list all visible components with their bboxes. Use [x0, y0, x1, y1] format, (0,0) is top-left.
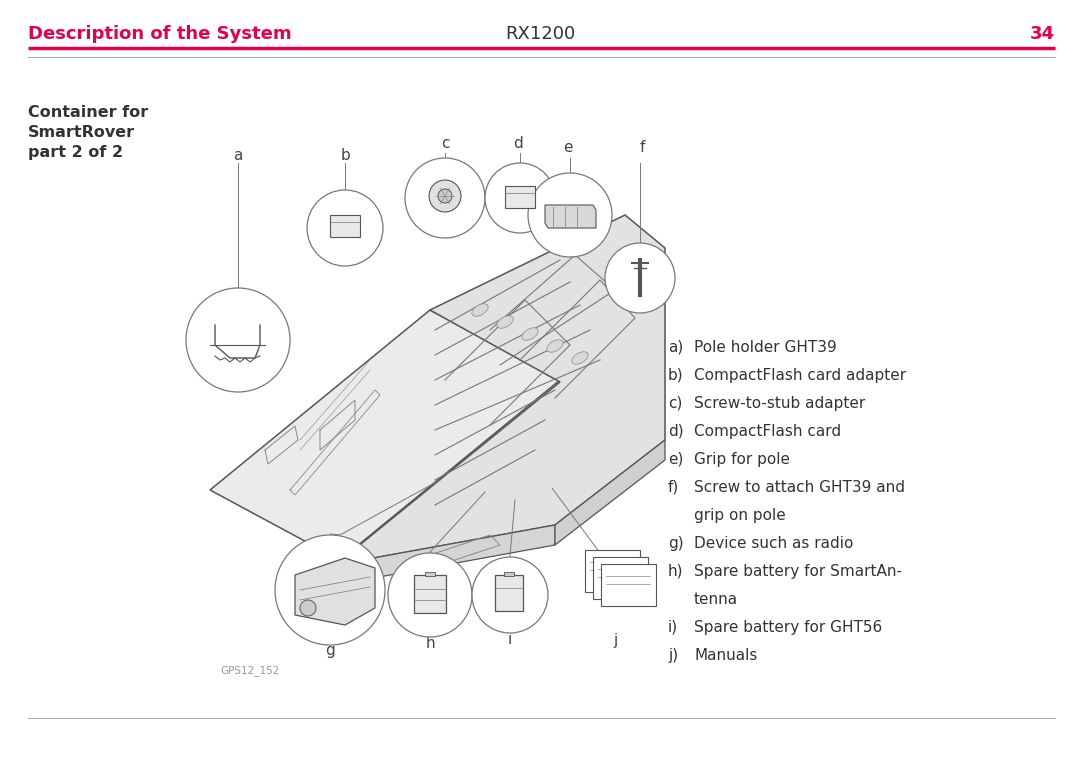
Text: g): g)	[669, 536, 684, 551]
Circle shape	[472, 557, 548, 633]
Ellipse shape	[546, 340, 563, 352]
Text: CompactFlash card adapter: CompactFlash card adapter	[694, 368, 906, 383]
Text: Device such as radio: Device such as radio	[694, 536, 853, 551]
Text: Screw to attach GHT39 and: Screw to attach GHT39 and	[694, 480, 905, 495]
Text: Description of the System: Description of the System	[28, 25, 292, 43]
Circle shape	[605, 243, 675, 313]
Text: SmartRover: SmartRover	[28, 125, 135, 140]
Text: CompactFlash card: CompactFlash card	[694, 424, 841, 439]
Ellipse shape	[497, 316, 513, 329]
Bar	[495, 575, 523, 611]
Text: j): j)	[669, 648, 678, 663]
Text: 34: 34	[1030, 25, 1055, 43]
Text: j: j	[612, 633, 617, 647]
Circle shape	[438, 189, 453, 203]
Text: h: h	[426, 636, 435, 650]
Text: c: c	[441, 136, 449, 150]
Text: i): i)	[669, 620, 678, 635]
Text: part 2 of 2: part 2 of 2	[28, 145, 123, 160]
Circle shape	[405, 158, 485, 238]
Circle shape	[485, 163, 555, 233]
Text: RX1200: RX1200	[504, 25, 576, 43]
Text: grip on pole: grip on pole	[694, 508, 786, 523]
Text: a: a	[233, 148, 243, 162]
Circle shape	[307, 190, 383, 266]
Bar	[504, 572, 514, 576]
Polygon shape	[295, 558, 375, 625]
Polygon shape	[335, 525, 555, 585]
Text: Spare battery for GHT56: Spare battery for GHT56	[694, 620, 882, 635]
Circle shape	[429, 180, 461, 212]
Text: tenna: tenna	[694, 592, 738, 607]
Text: Container for: Container for	[28, 105, 148, 120]
Bar	[585, 550, 640, 592]
Ellipse shape	[522, 328, 538, 340]
Circle shape	[528, 173, 612, 257]
Circle shape	[388, 553, 472, 637]
Text: a): a)	[669, 340, 684, 355]
Circle shape	[300, 600, 316, 616]
Circle shape	[186, 288, 291, 392]
Bar	[414, 575, 446, 613]
Text: GPS12_152: GPS12_152	[220, 665, 280, 676]
Bar	[426, 572, 435, 576]
Polygon shape	[555, 440, 665, 545]
Bar	[600, 564, 656, 606]
Text: h): h)	[669, 564, 684, 579]
Polygon shape	[545, 205, 596, 228]
Text: e: e	[564, 140, 572, 155]
Bar	[505, 186, 535, 208]
Text: Screw-to-stub adapter: Screw-to-stub adapter	[694, 396, 865, 411]
Ellipse shape	[571, 352, 589, 365]
Ellipse shape	[472, 304, 488, 316]
Text: e): e)	[669, 452, 684, 467]
Polygon shape	[210, 310, 561, 560]
Text: Pole holder GHT39: Pole holder GHT39	[694, 340, 837, 355]
Circle shape	[275, 535, 384, 645]
Text: d: d	[513, 136, 523, 150]
Text: g: g	[325, 643, 335, 657]
Text: i: i	[508, 633, 512, 647]
Bar	[593, 557, 648, 599]
Text: Manuals: Manuals	[694, 648, 757, 663]
Text: Grip for pole: Grip for pole	[694, 452, 789, 467]
Text: d): d)	[669, 424, 684, 439]
Text: f): f)	[669, 480, 679, 495]
Text: Spare battery for SmartAn-: Spare battery for SmartAn-	[694, 564, 902, 579]
Text: b): b)	[669, 368, 684, 383]
Text: b: b	[340, 148, 350, 162]
Polygon shape	[335, 215, 665, 565]
Text: c): c)	[669, 396, 683, 411]
Bar	[330, 215, 360, 237]
Text: f: f	[639, 140, 645, 155]
